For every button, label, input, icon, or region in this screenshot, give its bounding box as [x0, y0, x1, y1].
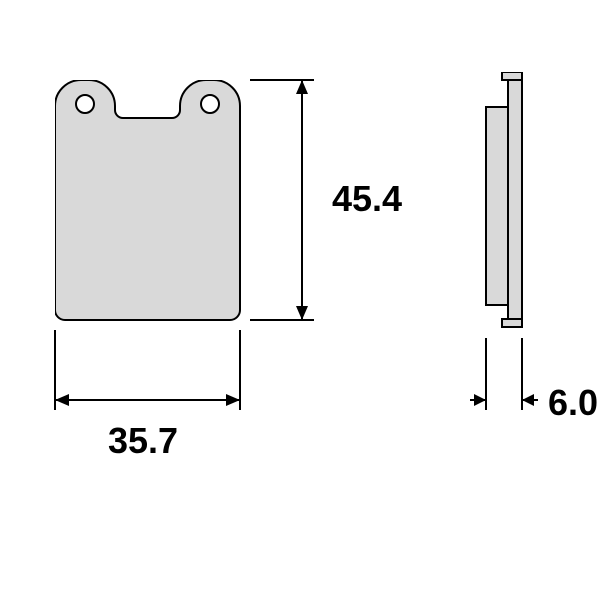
pad-outline: [55, 80, 240, 320]
backing-plate: [508, 72, 522, 327]
backing-top-lip: [502, 72, 522, 80]
drawing-canvas: 35.7 45.4 6.0: [0, 0, 600, 600]
height-value: 45.4: [332, 178, 402, 220]
friction-pad: [486, 107, 508, 305]
height-dimension: [250, 72, 330, 332]
brake-pad-side-view: [478, 72, 538, 342]
brake-pad-front-view: [55, 80, 255, 340]
mounting-hole-left: [76, 95, 94, 113]
backing-bottom-lip: [502, 319, 522, 327]
width-value: 35.7: [108, 420, 178, 462]
mounting-hole-right: [201, 95, 219, 113]
width-dimension: [45, 330, 255, 420]
thickness-value: 6.0: [548, 382, 598, 424]
thickness-dimension: [466, 338, 546, 420]
